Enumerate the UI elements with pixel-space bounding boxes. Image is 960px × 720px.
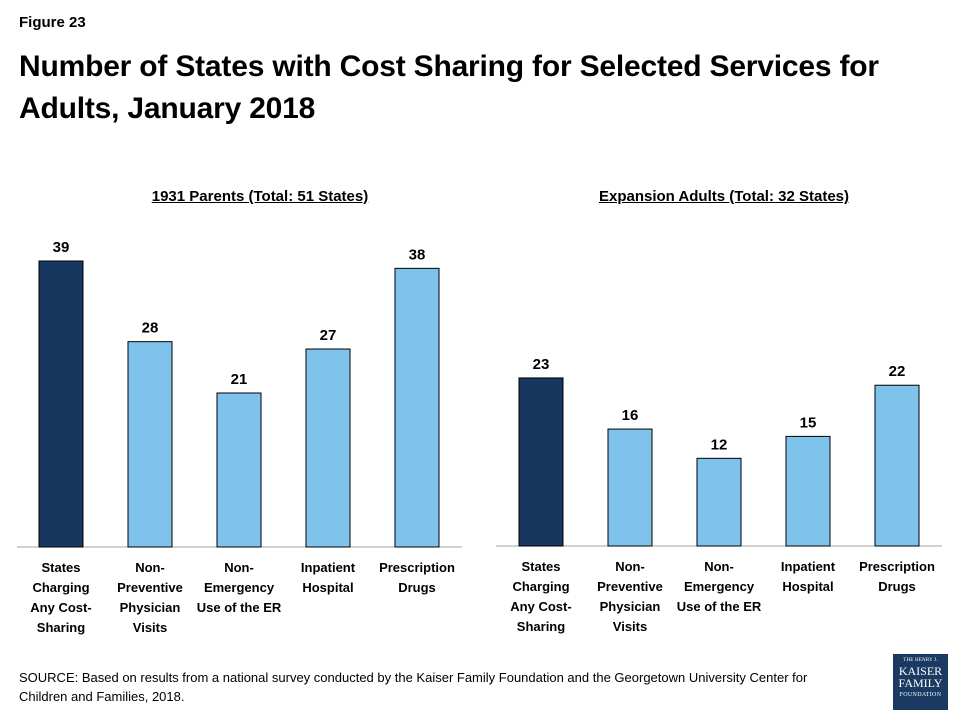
category-label-line: Emergency (683, 579, 755, 594)
category-label-line: Inpatient (300, 560, 356, 575)
data-label-expansion-non-emergency-use-of-the-er: 12 (711, 436, 728, 453)
category-label-line: Charging (32, 580, 90, 595)
data-label-parents-states-charging-any-cost-sharing: 39 (53, 239, 70, 256)
category-label-expansion-prescription-drugs: Prescription Drugs (849, 557, 945, 597)
data-label-expansion-inpatient-hospital: 15 (800, 414, 817, 431)
bar-parents-non-preventive-physician-visits (127, 341, 173, 548)
bar-expansion-non-preventive-physician-visits (607, 428, 653, 547)
category-label-parents-inpatient-hospital: Inpatient Hospital (280, 558, 376, 598)
category-label-parents-non-preventive-physician-visits: Non- Preventive Physician Visits (102, 558, 198, 638)
panel-title-expansion: Expansion Adults (Total: 32 States) (598, 188, 850, 205)
data-label-parents-prescription-drugs: 38 (409, 246, 426, 263)
category-label-line: Hospital (302, 580, 354, 595)
logo-line-2: KAISER (898, 664, 943, 678)
chart-title: Number of States with Cost Sharing for S… (19, 50, 879, 125)
category-label-parents-states-charging-any-cost-sharing: States Charging Any Cost- Sharing (13, 558, 109, 638)
category-label-line: Non- (224, 560, 254, 575)
category-label-line: Use of the ER (196, 600, 282, 615)
category-label-line: Non- (704, 559, 734, 574)
logo-line-1: THE HENRY J. (903, 658, 938, 663)
category-label-line: Any Cost- (510, 599, 572, 614)
category-label-line: Emergency (203, 580, 275, 595)
category-label-line: Sharing (516, 619, 566, 634)
category-label-parents-prescription-drugs: Prescription Drugs (369, 558, 465, 598)
category-label-line: Charging (512, 579, 570, 594)
logo-line-3: FAMILY (898, 676, 943, 690)
category-label-expansion-inpatient-hospital: Inpatient Hospital (760, 557, 856, 597)
data-label-parents-non-emergency-use-of-the-er: 21 (231, 371, 248, 388)
category-label-line: Visits (612, 619, 648, 634)
bar-expansion-non-emergency-use-of-the-er (696, 457, 742, 547)
category-label-line: States (41, 560, 81, 575)
bar-parents-states-charging-any-cost-sharing (38, 260, 84, 548)
bar-expansion-states-charging-any-cost-sharing (518, 377, 564, 547)
category-label-line: Visits (132, 620, 168, 635)
logo-line-4: FOUNDATION (899, 692, 942, 698)
panel-title-parents: 1931 Parents (Total: 51 States) (151, 188, 369, 205)
figure-label: Figure 23 (19, 14, 86, 31)
bar-parents-inpatient-hospital (305, 348, 351, 548)
category-label-line: Prescription (859, 559, 935, 574)
bar-parents-prescription-drugs (394, 267, 440, 548)
kff-logo: THE HENRY J. KAISER FAMILY FOUNDATION (893, 654, 948, 710)
data-label-parents-non-preventive-physician-visits: 28 (142, 320, 159, 337)
category-label-line: Physician (119, 600, 181, 615)
category-label-line: Drugs (878, 579, 916, 594)
category-label-line: Use of the ER (676, 599, 762, 614)
category-label-expansion-non-emergency-use-of-the-er: Non- Emergency Use of the ER (671, 557, 767, 617)
category-label-line: Physician (599, 599, 661, 614)
category-label-line: Drugs (398, 580, 436, 595)
source-note: SOURCE: Based on results from a national… (19, 670, 808, 704)
category-label-expansion-non-preventive-physician-visits: Non- Preventive Physician Visits (582, 557, 678, 637)
data-label-expansion-prescription-drugs: 22 (889, 363, 906, 380)
category-label-line: Non- (615, 559, 645, 574)
category-label-line: Preventive (117, 580, 183, 595)
data-label-expansion-states-charging-any-cost-sharing: 23 (533, 356, 550, 373)
bar-expansion-inpatient-hospital (785, 435, 831, 547)
data-label-parents-inpatient-hospital: 27 (320, 327, 337, 344)
data-label-expansion-non-preventive-physician-visits: 16 (622, 407, 639, 424)
category-label-line: Non- (135, 560, 165, 575)
category-label-line: Prescription (379, 560, 455, 575)
category-label-line: States (521, 559, 561, 574)
bar-expansion-prescription-drugs (874, 384, 920, 547)
category-label-parents-non-emergency-use-of-the-er: Non- Emergency Use of the ER (191, 558, 287, 618)
category-label-expansion-states-charging-any-cost-sharing: States Charging Any Cost- Sharing (493, 557, 589, 637)
category-label-line: Sharing (36, 620, 86, 635)
category-label-line: Hospital (782, 579, 834, 594)
category-label-line: Inpatient (780, 559, 836, 574)
category-label-line: Any Cost- (30, 600, 92, 615)
category-label-line: Preventive (597, 579, 663, 594)
bar-parents-non-emergency-use-of-the-er (216, 392, 262, 548)
